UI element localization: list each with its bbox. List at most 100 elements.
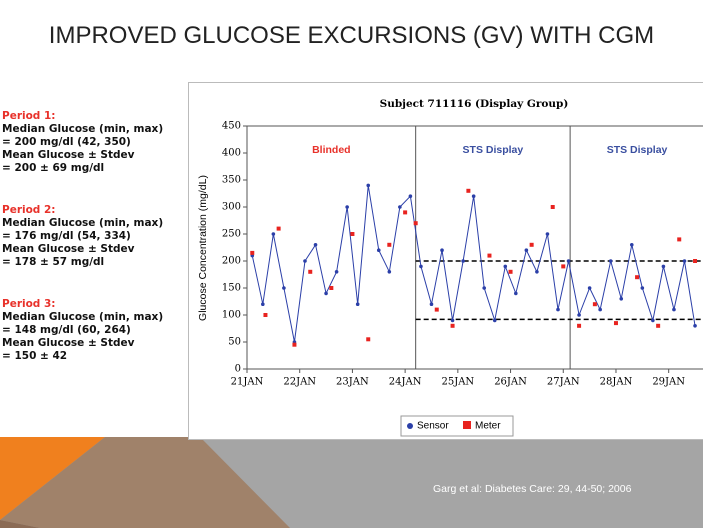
period-line: = 178 ± 57 mg/dl [2, 256, 105, 268]
y-tick-label: 150 [222, 283, 241, 294]
meter-point [550, 205, 555, 209]
meter-point [292, 342, 297, 347]
period-label: Period 3: [2, 298, 56, 310]
x-tick-label: 23JAN [336, 377, 369, 388]
period-line: Mean Glucose ± Stdev [2, 149, 135, 161]
period-label: Period 1: [2, 110, 56, 122]
meter-point [656, 323, 661, 328]
sensor-point [629, 243, 634, 247]
meter-point [487, 253, 492, 258]
sensor-point [535, 270, 539, 274]
meter-point [508, 269, 513, 274]
meter-point [403, 210, 408, 215]
x-tick-label: 26JAN [494, 377, 527, 388]
sensor-point [334, 270, 339, 274]
period-block: Period 2: Median Glucose (min, max) = 176 … [2, 204, 187, 269]
sensor-point [345, 205, 349, 209]
meter-point [263, 313, 268, 317]
brown-shape [0, 437, 290, 528]
meter-point [677, 237, 682, 242]
x-tick-label: 28JAN [600, 377, 633, 388]
period-block: Period 1: Median Glucose (min, max) = 200 … [2, 110, 187, 175]
sensor-point [261, 302, 265, 306]
sensor-point [398, 205, 402, 209]
sensor-point [514, 291, 518, 296]
chart: Subject 711116 (Display Group) Glucose C… [189, 83, 703, 439]
legend-swatch [463, 421, 471, 429]
meter-point [276, 226, 281, 231]
sensor-point [503, 264, 508, 269]
sensor-point [661, 264, 666, 269]
meter-point [450, 323, 455, 328]
y-tick-label: 0 [235, 364, 241, 375]
period-line: = 150 ± 42 [2, 350, 68, 362]
period-block: Period 3: Median Glucose (min, max) = 148 … [2, 298, 187, 363]
meter-point [466, 188, 471, 193]
x-tick-label: 25JAN [441, 377, 474, 388]
sensor-point [282, 286, 286, 290]
sensor-point [619, 297, 624, 301]
plot-frame [246, 125, 703, 370]
x-tick-label: 29JAN [652, 377, 685, 388]
meter-point [529, 242, 534, 247]
y-tick-label: 400 [222, 148, 241, 159]
period-line: = 200 ± 69 mg/dl [2, 162, 105, 174]
sensor-point [408, 194, 413, 198]
meter-point [592, 302, 597, 307]
panel-label: Blinded [312, 144, 351, 156]
meter-point [613, 321, 618, 326]
dark-shape [0, 520, 40, 528]
y-tick-label: 200 [222, 256, 241, 267]
meter-point [308, 269, 313, 274]
sensor-point [482, 286, 486, 290]
sensor-point [693, 324, 697, 328]
meter-point [366, 337, 371, 342]
sensor-point [450, 318, 455, 323]
legend-box [400, 415, 514, 437]
stats: Period 1: Median Glucose (min, max) = 200 … [2, 110, 187, 392]
x-tick-label: 22JAN [283, 377, 316, 388]
panel-label: STS Display [463, 144, 524, 156]
sensor-point [524, 248, 529, 252]
chart-frame: Subject 711116 (Display Group) Glucose C… [188, 82, 703, 440]
meter-point [387, 242, 392, 247]
sensor-line [251, 185, 696, 343]
meter-point [329, 286, 334, 290]
sensor-point [492, 318, 497, 323]
meter-point [413, 221, 418, 226]
sensor-point [376, 248, 381, 252]
period-line: = 148 mg/dl (60, 264) [2, 324, 131, 336]
sensor-point [303, 259, 307, 263]
slide-title: IMPROVED GLUCOSE EXCURSIONS (GV) WITH CG… [48, 22, 655, 49]
sensor-point [313, 243, 318, 247]
sensor-point [556, 307, 560, 312]
y-axis-label: Glucose Concentration (mg/dL) [197, 175, 209, 321]
panel-label: STS Display [607, 144, 668, 156]
x-tick-label: 27JAN [547, 377, 580, 388]
sensor-point [419, 264, 423, 269]
sensor-point [640, 286, 645, 290]
plot-area [250, 183, 698, 347]
legend-swatch [407, 423, 413, 429]
x-tick-label: 24JAN [389, 377, 422, 388]
y-tick-label: 350 [222, 175, 241, 186]
x-tick-label: 21JAN [231, 377, 264, 388]
meter-point [693, 259, 698, 263]
period-line: = 200 mg/dl (42, 350) [2, 136, 131, 148]
meter-point [350, 232, 355, 236]
sensor-point [577, 313, 581, 317]
sensor-point [461, 259, 465, 263]
chart-title: Subject 711116 (Display Group) [380, 98, 569, 110]
period-line: Mean Glucose ± Stdev [2, 337, 135, 349]
legend-label: Sensor [417, 421, 449, 432]
sensor-point [598, 307, 602, 312]
period-line: = 176 mg/dl (54, 334) [2, 230, 131, 242]
period-line: Mean Glucose ± Stdev [2, 243, 135, 255]
sensor-point [587, 286, 592, 290]
sensor-point [682, 259, 687, 263]
citation: Garg et al: Diabetes Care: 29, 44-50; 20… [433, 483, 632, 495]
meter-point [434, 307, 439, 312]
sensor-point [355, 302, 360, 306]
sensor-point [387, 270, 392, 274]
meter-point [561, 264, 566, 269]
